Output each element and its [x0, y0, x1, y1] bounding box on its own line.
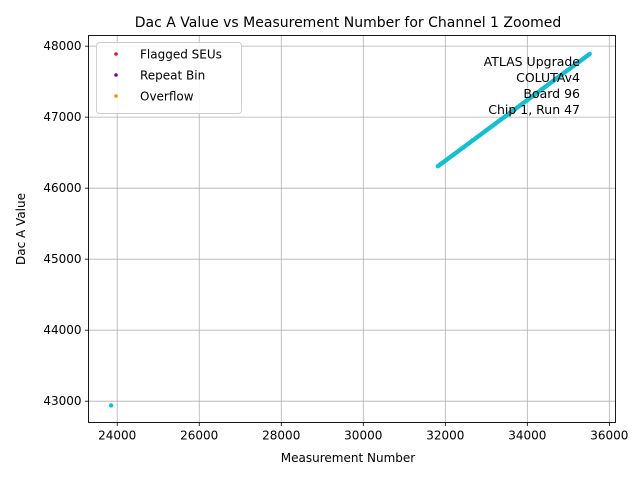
- annotation-line: ATLAS Upgrade: [484, 54, 581, 69]
- x-tick-label: 36000: [590, 429, 628, 443]
- annotation-line: COLUTAv4: [516, 70, 580, 85]
- y-axis-label: Dac A Value: [14, 193, 28, 265]
- legend-label: Repeat Bin: [140, 69, 205, 83]
- legend-box: [96, 42, 242, 114]
- x-tick-label: 34000: [508, 429, 546, 443]
- legend-marker: [114, 73, 118, 77]
- y-tick-label: 44000: [43, 323, 81, 337]
- x-tick-label: 28000: [262, 429, 300, 443]
- y-tick-label: 45000: [43, 252, 81, 266]
- y-tick-label: 46000: [43, 181, 81, 195]
- chart-title: Dac A Value vs Measurement Number for Ch…: [135, 15, 562, 31]
- y-tick-label: 48000: [43, 39, 81, 53]
- y-tick-label: 43000: [43, 394, 81, 408]
- legend-label: Flagged SEUs: [140, 48, 222, 62]
- data-point: [587, 51, 592, 57]
- annotation-line: Board 96: [523, 86, 580, 101]
- legend: Flagged SEUs Repeat Bin Overflow: [96, 42, 242, 114]
- legend-label: Overflow: [140, 90, 194, 104]
- x-axis-ticks: 24000 26000 28000 30000 32000 34000 36000: [98, 422, 628, 443]
- y-tick-label: 47000: [43, 110, 81, 124]
- annotation-line: Chip 1, Run 47: [488, 102, 580, 117]
- x-tick-label: 26000: [180, 429, 218, 443]
- x-axis-label: Measurement Number: [281, 451, 415, 465]
- x-tick-label: 24000: [98, 429, 136, 443]
- x-tick-label: 30000: [344, 429, 382, 443]
- plot-frame: [88, 35, 616, 423]
- data-point-outlier: [108, 403, 114, 408]
- legend-marker: [114, 52, 118, 56]
- x-tick-label: 32000: [426, 429, 464, 443]
- y-axis-ticks: 43000 44000 45000 46000 47000 48000: [43, 39, 89, 408]
- legend-marker: [114, 94, 118, 98]
- scatter-points: [108, 51, 592, 408]
